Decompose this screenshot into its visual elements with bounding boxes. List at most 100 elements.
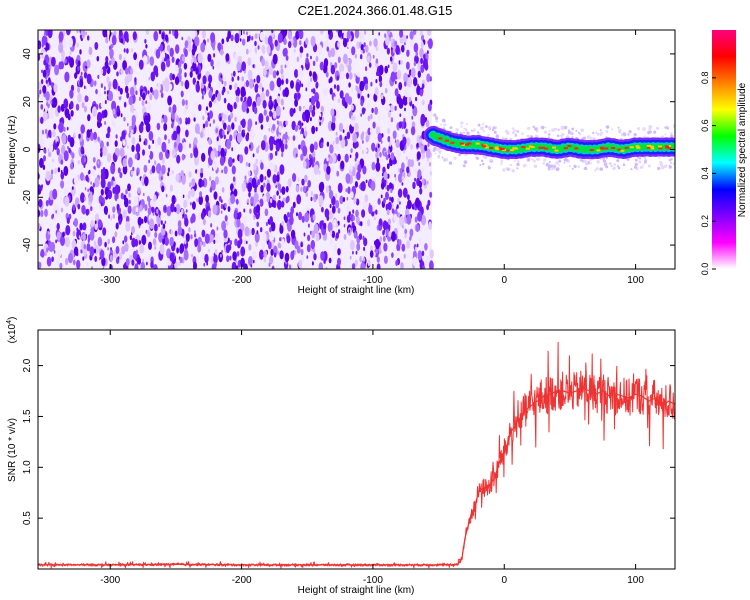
noise-speck (329, 144, 334, 154)
noise-speck (290, 229, 296, 239)
noise-speck (373, 251, 376, 257)
noise-speck (46, 256, 52, 267)
track-halo-speck (443, 123, 447, 127)
noise-speck (79, 222, 83, 231)
noise-speck (377, 143, 380, 148)
noise-speck (268, 202, 272, 209)
track-halo-speck (551, 128, 555, 132)
noise-speck (210, 234, 214, 243)
noise-speck (420, 143, 426, 155)
track-halo-speck (612, 166, 616, 171)
noise-speck (370, 180, 376, 191)
noise-speck (420, 64, 425, 74)
noise-speck (213, 239, 216, 244)
noise-speck (401, 175, 405, 181)
noise-speck (142, 258, 144, 263)
track-halo-speck (548, 129, 551, 132)
noise-speck (257, 145, 260, 149)
noise-speck (351, 46, 356, 56)
noise-speck (303, 232, 306, 237)
noise-speck (315, 193, 318, 200)
noise-speck (347, 64, 352, 73)
noise-speck (77, 160, 80, 165)
noise-speck (196, 198, 199, 203)
noise-speck (192, 61, 197, 72)
noise-speck (285, 78, 289, 85)
noise-speck (362, 165, 367, 175)
noise-speck (276, 77, 282, 88)
noise-speck (98, 195, 103, 205)
noise-speck (106, 131, 110, 139)
noise-speck (367, 259, 371, 267)
noise-speck (100, 102, 104, 108)
noise-speck (68, 37, 73, 48)
noise-speck (348, 229, 351, 233)
noise-speck (102, 167, 106, 173)
noise-speck (193, 56, 197, 64)
noise-speck (220, 254, 222, 258)
noise-speck (115, 245, 120, 255)
noise-speck (392, 130, 397, 139)
noise-speck (45, 200, 49, 207)
noise-speck (271, 236, 274, 241)
noise-speck (355, 116, 358, 121)
noise-speck (349, 239, 355, 251)
noise-speck (335, 131, 338, 136)
noise-speck (220, 147, 225, 158)
noise-speck (270, 248, 274, 256)
noise-speck (214, 150, 219, 158)
noise-speck (420, 30, 423, 36)
noise-speck (99, 140, 104, 149)
noise-speck (150, 199, 154, 207)
track-halo-speck (563, 125, 568, 130)
noise-speck (193, 147, 199, 158)
noise-speck (361, 209, 366, 218)
track-halo-speck (492, 126, 496, 130)
noise-speck (414, 216, 418, 223)
noise-speck (175, 203, 181, 215)
noise-speck (255, 204, 261, 214)
noise-speck (152, 238, 157, 246)
noise-speck (200, 171, 204, 178)
noise-speck (183, 199, 188, 209)
noise-speck (280, 144, 285, 153)
noise-speck (265, 30, 270, 38)
noise-speck (84, 187, 87, 191)
noise-speck (309, 251, 315, 262)
noise-speck (384, 151, 387, 157)
noise-speck (366, 219, 371, 227)
noise-speck (207, 112, 210, 116)
noise-speck (250, 129, 255, 140)
noise-speck (202, 90, 205, 96)
noise-speck (409, 30, 414, 40)
noise-speck (44, 105, 48, 113)
noise-speck (188, 143, 192, 149)
noise-speck (39, 113, 42, 118)
noise-speck (315, 233, 320, 242)
noise-speck (287, 31, 292, 40)
noise-speck (412, 256, 418, 267)
noise-speck (177, 220, 182, 228)
track-halo-speck (583, 167, 587, 170)
noise-speck (253, 163, 257, 171)
noise-speck (83, 163, 86, 168)
track-halo-speck (555, 167, 560, 172)
noise-speck (355, 209, 359, 218)
noise-speck (161, 118, 164, 124)
noise-speck (184, 48, 188, 58)
noise-speck (240, 96, 243, 102)
noise-speck (319, 121, 322, 126)
noise-speck (138, 59, 144, 70)
noise-speck (266, 168, 271, 178)
noise-speck (226, 221, 229, 227)
noise-speck (412, 30, 417, 36)
noise-speck (370, 81, 373, 87)
noise-speck (375, 147, 378, 153)
noise-speck (84, 196, 87, 201)
noise-speck (298, 105, 302, 112)
track-halo-speck (555, 161, 559, 165)
noise-speck (378, 32, 381, 36)
noise-speck (421, 83, 425, 89)
noise-speck (131, 226, 135, 234)
noise-speck (384, 33, 387, 38)
